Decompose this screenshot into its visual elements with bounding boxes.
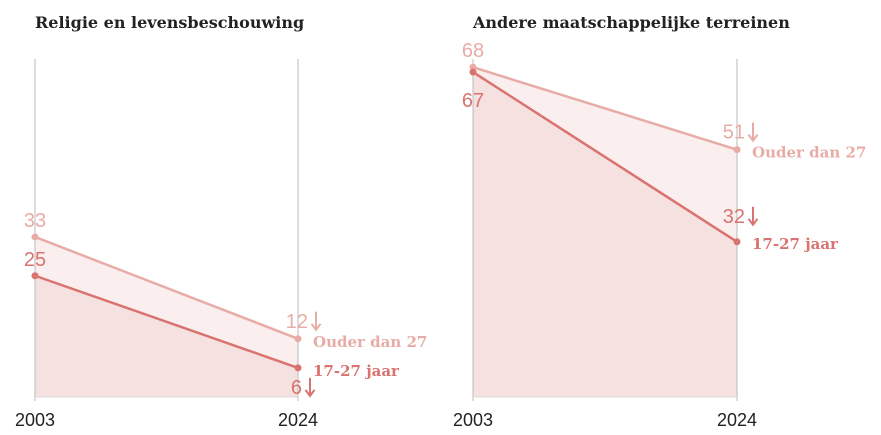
- point: [733, 146, 741, 154]
- area: [35, 275, 298, 397]
- value-label: 12: [286, 311, 308, 333]
- series-label: Ouder dan 27: [313, 333, 427, 351]
- arrow-icon: [747, 206, 759, 227]
- value-label: 33: [24, 210, 46, 232]
- series-label: 17-27 jaar: [752, 235, 839, 253]
- line: [34, 235, 299, 340]
- point: [733, 238, 741, 246]
- arrow-icon: [310, 311, 322, 332]
- x-tick-label: 2003: [15, 410, 55, 430]
- chart-title: Religie en levensbeschouwing: [35, 13, 304, 32]
- series-label: Ouder dan 27: [752, 144, 866, 162]
- line: [472, 66, 738, 151]
- value-label: 32: [723, 206, 745, 228]
- series-label: 17-27 jaar: [313, 362, 400, 380]
- arrow-icon: [304, 377, 316, 398]
- chart-title: Andere maatschappelijke terreinen: [472, 13, 790, 32]
- value-label: 51: [723, 122, 745, 144]
- value-label: 67: [462, 90, 484, 112]
- point: [469, 68, 477, 76]
- line: [34, 274, 299, 370]
- point: [294, 335, 302, 343]
- value-label: 25: [24, 249, 46, 271]
- point: [31, 272, 39, 280]
- x-tick-label: 2024: [278, 410, 318, 430]
- point: [469, 63, 477, 71]
- point: [31, 233, 39, 241]
- arrow-icon: [747, 122, 759, 143]
- value-label: 6: [291, 377, 302, 399]
- x-tick-label: 2003: [453, 410, 493, 430]
- x-tick-label: 2024: [717, 410, 757, 430]
- area: [473, 72, 737, 398]
- point: [294, 364, 302, 372]
- value-label: 68: [462, 40, 484, 62]
- line: [472, 70, 738, 243]
